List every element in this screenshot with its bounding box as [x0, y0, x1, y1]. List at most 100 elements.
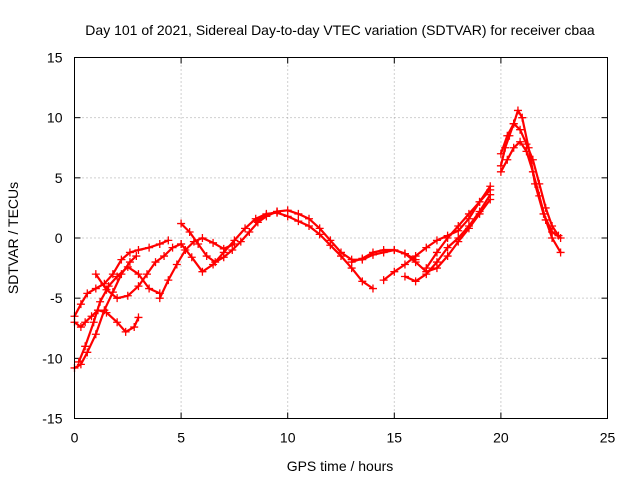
data-point-marker — [251, 217, 260, 226]
x-axis-label: GPS time / hours — [287, 458, 394, 474]
data-point-marker — [262, 211, 271, 220]
data-point-marker — [475, 207, 484, 216]
x-tick-label: 0 — [71, 430, 79, 446]
data-point-marker — [509, 119, 518, 128]
series-satellite-track-1 — [70, 236, 173, 321]
data-point-marker — [202, 252, 211, 261]
data-point-marker — [379, 276, 388, 285]
data-point-marker — [113, 272, 122, 281]
data-point-marker — [245, 227, 254, 236]
data-point-marker — [125, 248, 134, 257]
data-point-marker — [294, 217, 303, 226]
series-line — [254, 209, 417, 261]
data-point-marker — [125, 258, 134, 267]
data-point-marker — [113, 318, 122, 327]
data-point-marker — [513, 106, 522, 115]
x-tick-label: 20 — [493, 430, 509, 446]
series-satellite-track-9 — [251, 206, 420, 264]
data-point-marker — [219, 248, 228, 257]
data-point-marker — [76, 323, 85, 332]
series-satellite-track-16 — [496, 119, 563, 240]
data-point-marker — [134, 270, 143, 279]
data-point-marker — [160, 252, 169, 261]
data-point-marker — [305, 221, 314, 230]
data-point-marker — [121, 327, 130, 336]
series-line — [77, 265, 161, 363]
data-point-marker — [522, 140, 531, 149]
data-point-marker — [503, 155, 512, 164]
data-point-marker — [155, 240, 164, 249]
data-point-marker — [326, 236, 335, 245]
axes: 0 5 10 15 20 25 -15 -10 -5 0 5 10 15 — [42, 50, 615, 446]
data-point-marker — [390, 246, 399, 255]
data-point-marker — [89, 318, 98, 327]
series-line — [499, 122, 560, 237]
data-point-marker — [454, 221, 463, 230]
data-point-marker — [117, 255, 126, 264]
data-point-marker — [432, 236, 441, 245]
y-tick-label: 10 — [47, 110, 63, 126]
data-point-marker — [294, 209, 303, 218]
data-point-marker — [273, 207, 282, 216]
data-point-marker — [443, 243, 452, 252]
data-point-marker — [209, 260, 218, 269]
data-point-marker — [556, 248, 565, 257]
data-point-marker — [411, 277, 420, 286]
y-tick-label: 0 — [55, 230, 63, 246]
data-point-marker — [172, 260, 181, 269]
data-point-marker — [509, 143, 518, 152]
data-point-marker — [123, 262, 132, 271]
series-line — [499, 140, 562, 254]
data-point-marker — [411, 252, 420, 261]
data-point-marker — [134, 246, 143, 255]
y-tick-label: -5 — [50, 290, 63, 306]
data-point-marker — [368, 248, 377, 257]
data-point-marker — [422, 264, 431, 273]
data-point-marker — [198, 267, 207, 276]
data-point-marker — [91, 284, 100, 293]
data-point-marker — [443, 234, 452, 242]
x-tick-label: 5 — [177, 430, 185, 446]
data-point-marker — [134, 282, 143, 291]
data-point-marker — [194, 240, 203, 249]
data-point-marker — [198, 234, 207, 242]
data-point-marker — [518, 113, 527, 122]
data-point-marker — [145, 243, 154, 252]
data-point-marker — [155, 294, 164, 303]
y-tick-label: 5 — [55, 170, 63, 186]
data-point-marker — [108, 270, 117, 279]
data-point-marker — [443, 252, 452, 261]
y-tick-label: -10 — [42, 350, 62, 366]
data-point-marker — [102, 308, 111, 317]
data-point-marker — [123, 291, 132, 300]
data-point-marker — [81, 342, 90, 351]
data-point-marker — [87, 312, 96, 321]
data-point-marker — [358, 277, 367, 286]
data-point-marker — [102, 285, 111, 294]
data-point-marker — [400, 260, 409, 269]
data-point-marker — [132, 252, 141, 261]
data-point-marker — [177, 219, 186, 228]
data-series — [70, 106, 565, 372]
data-point-marker — [368, 284, 377, 293]
data-point-marker — [464, 221, 473, 230]
data-point-marker — [464, 209, 473, 218]
data-point-marker — [83, 348, 92, 357]
y-axis-label: SDTVAR / TECUs — [5, 182, 21, 294]
data-point-marker — [541, 215, 550, 224]
data-point-marker — [230, 236, 239, 245]
data-point-marker — [91, 270, 100, 279]
data-point-marker — [74, 357, 83, 366]
data-point-marker — [475, 197, 484, 206]
data-point-marker — [541, 203, 550, 212]
data-point-marker — [528, 155, 537, 164]
data-point-marker — [187, 253, 196, 262]
data-point-marker — [151, 258, 160, 267]
data-point-marker — [236, 237, 245, 246]
plot-frame — [74, 57, 608, 419]
grid — [74, 57, 608, 419]
data-point-marker — [130, 323, 139, 332]
data-point-marker — [432, 258, 441, 267]
series-satellite-track-4 — [74, 262, 164, 366]
data-point-marker — [496, 167, 505, 176]
